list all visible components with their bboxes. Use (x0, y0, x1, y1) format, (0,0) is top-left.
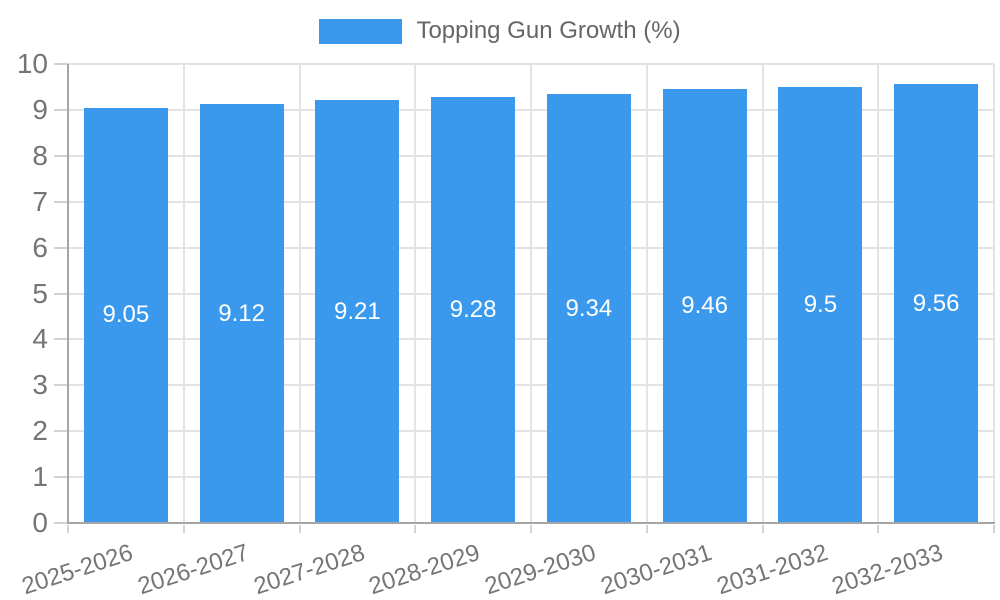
x-tick-mark (530, 525, 532, 533)
x-tick-label: 2029-2030 (481, 539, 600, 600)
y-tick-mark (54, 384, 68, 387)
x-gridline (761, 64, 764, 523)
x-gridline (877, 64, 880, 523)
x-tick-label: 2025-2026 (18, 539, 137, 600)
y-tick-mark (54, 292, 68, 295)
y-tick-mark (54, 200, 68, 203)
y-tick-label: 6 (32, 231, 48, 263)
bar-value-label: 9.21 (334, 297, 381, 325)
y-tick-label: 5 (32, 277, 48, 309)
y-tick-mark (54, 154, 68, 157)
y-tick-mark (54, 476, 68, 479)
legend-swatch-icon (319, 18, 403, 44)
y-tick-mark (54, 522, 68, 524)
y-axis-line (67, 64, 69, 524)
x-tick-label: 2031-2032 (713, 539, 831, 600)
x-tick-mark (298, 525, 301, 533)
x-tick-mark (645, 525, 648, 533)
x-gridline (414, 64, 417, 523)
bar-value-label: 9.5 (803, 290, 838, 318)
x-tick-mark (67, 525, 69, 533)
x-axis-line (67, 522, 995, 524)
bar[interactable]: 9.5 (778, 86, 863, 523)
bar-value-label: 9.46 (681, 291, 728, 319)
y-tick-mark (54, 430, 68, 433)
y-tick-label: 7 (32, 185, 48, 217)
y-tick-label: 10 (16, 48, 48, 79)
bar[interactable]: 9.21 (315, 100, 400, 523)
x-tick-mark (877, 525, 880, 533)
bar[interactable]: 9.12 (199, 104, 284, 523)
x-gridline (530, 64, 532, 523)
bar[interactable]: 9.46 (662, 88, 747, 523)
y-tick-label: 0 (32, 507, 48, 538)
x-tick-mark (182, 525, 185, 533)
bar-value-label: 9.05 (102, 301, 150, 329)
y-tick-label: 9 (32, 93, 48, 125)
bar[interactable]: 9.28 (431, 97, 516, 523)
x-tick-label: 2026-2027 (134, 539, 252, 600)
y-tick-label: 3 (32, 369, 48, 401)
y-tick-mark (54, 246, 68, 249)
bar-value-label: 9.56 (912, 289, 960, 317)
legend[interactable]: Topping Gun Growth (%) (0, 17, 1000, 45)
y-tick-label: 1 (32, 461, 48, 493)
x-gridline (182, 64, 185, 523)
y-tick-mark (54, 108, 68, 111)
bar[interactable]: 9.05 (83, 107, 168, 523)
bar[interactable]: 9.34 (546, 94, 631, 523)
bar-value-label: 9.28 (449, 296, 497, 324)
y-tick-label: 8 (32, 139, 48, 171)
legend-label: Topping Gun Growth (%) (416, 17, 681, 44)
bar[interactable]: 9.56 (894, 84, 979, 523)
bar-value-label: 9.34 (565, 294, 613, 322)
y-tick-mark (54, 63, 68, 65)
y-tick-mark (54, 338, 68, 341)
y-tick-label: 4 (32, 323, 48, 355)
y-tick-label: 2 (32, 415, 48, 447)
x-tick-mark (761, 525, 764, 533)
x-gridline (993, 64, 995, 523)
x-gridline (645, 64, 648, 523)
x-tick-mark (993, 525, 995, 533)
x-tick-mark (414, 525, 417, 533)
x-tick-label: 2032-2033 (828, 539, 947, 600)
x-tick-label: 2028-2029 (365, 539, 484, 600)
x-tick-label: 2030-2031 (597, 539, 715, 600)
x-gridline (298, 64, 301, 523)
x-tick-label: 2027-2028 (250, 539, 368, 600)
bar-value-label: 9.12 (218, 299, 265, 327)
